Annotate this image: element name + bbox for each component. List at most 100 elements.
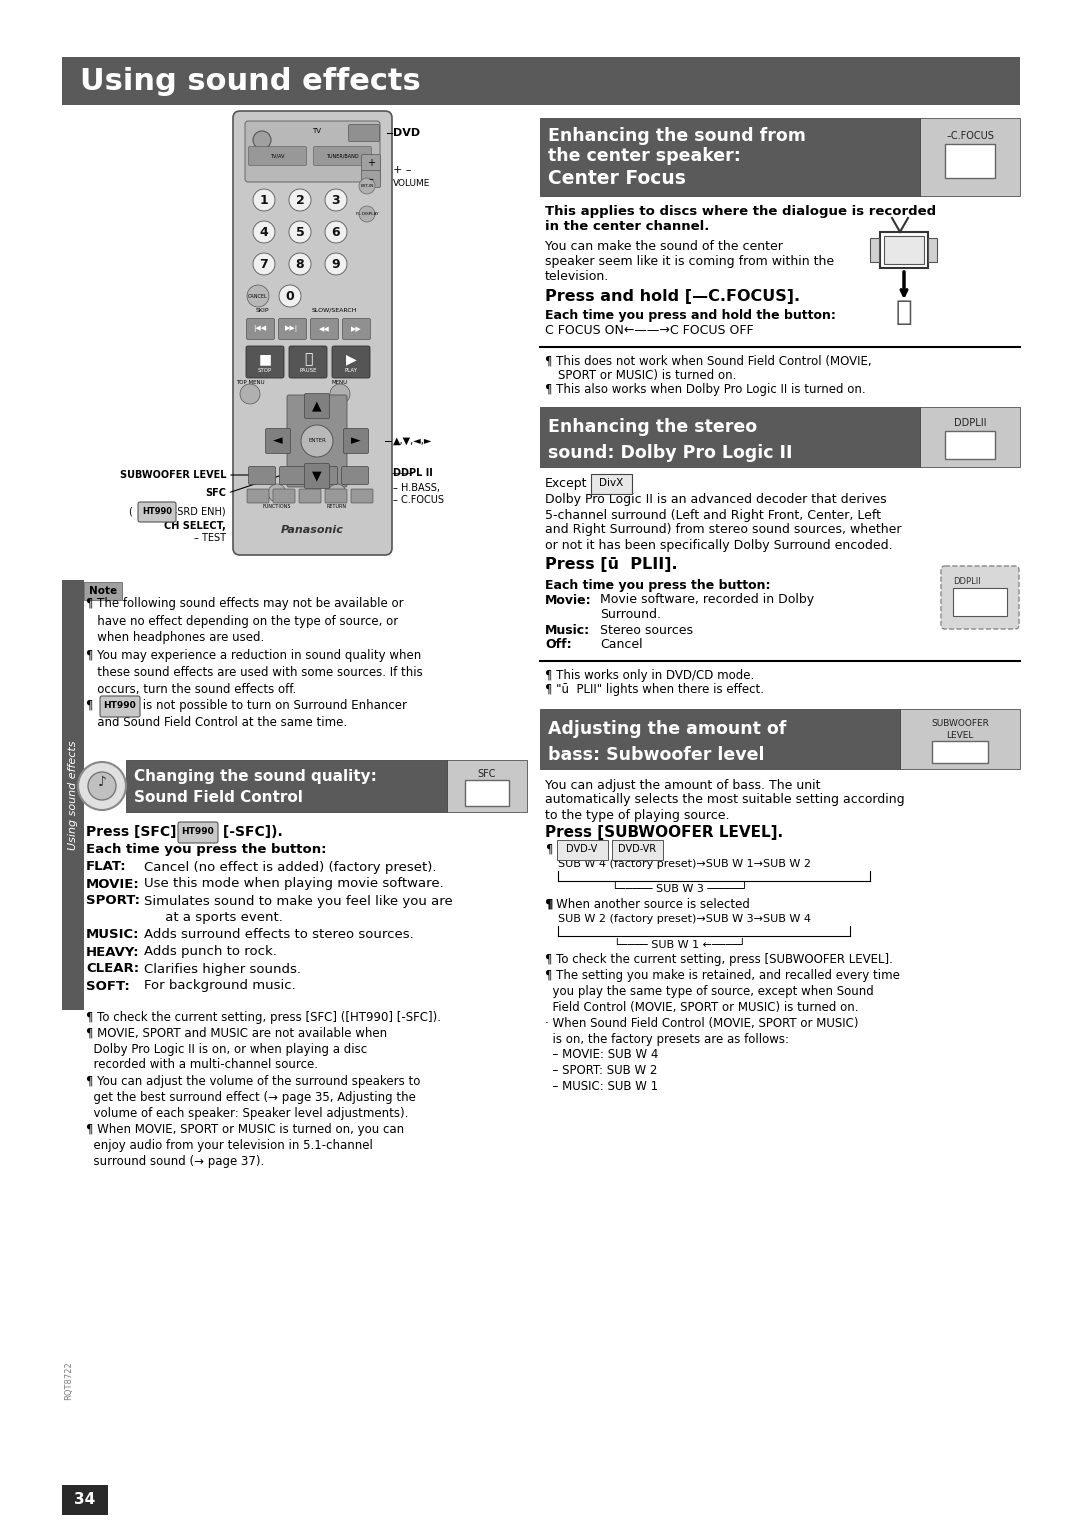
FancyBboxPatch shape — [305, 394, 329, 418]
Text: Adjusting the amount of: Adjusting the amount of — [548, 721, 786, 738]
Text: 🎧: 🎧 — [895, 298, 913, 325]
Text: 0: 0 — [285, 290, 295, 302]
Text: Surround.: Surround. — [600, 608, 661, 621]
Text: Each time you press the button:: Each time you press the button: — [545, 579, 770, 591]
Text: ¶ The setting you make is retained, and recalled every time: ¶ The setting you make is retained, and … — [545, 968, 900, 982]
Text: FL DISPLAY: FL DISPLAY — [355, 212, 378, 215]
Text: ■: ■ — [258, 353, 271, 366]
Text: – MOVIE: SUB W 4: – MOVIE: SUB W 4 — [545, 1049, 659, 1061]
Text: volume of each speaker: Speaker level adjustments).: volume of each speaker: Speaker level ad… — [86, 1107, 408, 1119]
Text: ▶▶|: ▶▶| — [285, 325, 298, 333]
Text: Clarifies higher sounds.: Clarifies higher sounds. — [144, 962, 301, 976]
FancyBboxPatch shape — [311, 467, 337, 484]
Text: RQT8722: RQT8722 — [65, 1361, 73, 1400]
Text: or not it has been specifically Dolby Surround encoded.: or not it has been specifically Dolby Su… — [545, 539, 893, 551]
Text: ♪: ♪ — [97, 776, 107, 789]
Text: HT990: HT990 — [104, 701, 136, 710]
Text: get the best surround effect (→ page 35, Adjusting the: get the best surround effect (→ page 35,… — [86, 1090, 416, 1104]
Text: Cancel (no effect is added) (factory preset).: Cancel (no effect is added) (factory pre… — [144, 861, 436, 873]
Circle shape — [268, 484, 286, 502]
Circle shape — [253, 221, 275, 243]
Text: Each time you press the button:: Each time you press the button: — [86, 843, 326, 857]
Text: ¶ This does not work when Sound Field Control (MOVIE,: ¶ This does not work when Sound Field Co… — [545, 354, 872, 368]
Text: ¶ This also works when Dolby Pro Logic II is turned on.: ¶ This also works when Dolby Pro Logic I… — [545, 383, 866, 397]
Text: Using sound effects: Using sound effects — [68, 741, 78, 849]
Text: This applies to discs where the dialogue is recorded: This applies to discs where the dialogue… — [545, 206, 936, 218]
Text: in the center channel.: in the center channel. — [545, 220, 710, 234]
Text: MENU: MENU — [332, 380, 348, 385]
Circle shape — [240, 383, 260, 405]
Text: Except: Except — [545, 476, 588, 490]
Text: ¶ When MOVIE, SPORT or MUSIC is turned on, you can: ¶ When MOVIE, SPORT or MUSIC is turned o… — [86, 1122, 404, 1136]
FancyBboxPatch shape — [556, 840, 607, 860]
Text: For background music.: For background music. — [144, 979, 296, 993]
Text: FUNCTIONS: FUNCTIONS — [262, 504, 292, 508]
FancyBboxPatch shape — [279, 319, 307, 339]
Text: · When Sound Field Control (MOVIE, SPORT or MUSIC): · When Sound Field Control (MOVIE, SPORT… — [545, 1017, 859, 1029]
Circle shape — [253, 253, 275, 275]
Bar — [945, 431, 995, 460]
Text: at a sports event.: at a sports event. — [144, 912, 283, 924]
Bar — [126, 760, 447, 812]
Text: 4: 4 — [259, 226, 268, 238]
Text: Movie:: Movie: — [545, 594, 592, 606]
Bar — [465, 780, 509, 806]
Text: Note: Note — [89, 586, 117, 596]
FancyBboxPatch shape — [248, 147, 307, 165]
Text: C FOCUS ON←——→C FOCUS OFF: C FOCUS ON←——→C FOCUS OFF — [545, 325, 754, 337]
FancyBboxPatch shape — [248, 467, 275, 484]
Text: Sound Field Control: Sound Field Control — [134, 791, 302, 806]
Text: VOLUME: VOLUME — [393, 180, 430, 188]
Text: ¶ "ū  PLII" lights when there is effect.: ¶ "ū PLII" lights when there is effect. — [545, 684, 764, 696]
Text: ENTER: ENTER — [308, 438, 326, 443]
Circle shape — [289, 253, 311, 275]
Text: ¶ This works only in DVD/CD mode.: ¶ This works only in DVD/CD mode. — [545, 669, 754, 681]
Bar — [447, 760, 527, 812]
Text: MUSIC:: MUSIC: — [86, 928, 139, 942]
Text: CANCEL: CANCEL — [248, 293, 268, 298]
Text: You can adjust the amount of bass. The unit: You can adjust the amount of bass. The u… — [545, 779, 821, 791]
Text: PAUSE: PAUSE — [299, 368, 316, 374]
Text: Dolby Pro Logic II is an advanced decoder that derives: Dolby Pro Logic II is an advanced decode… — [545, 493, 887, 507]
Text: HT990: HT990 — [141, 507, 172, 516]
Text: DVD: DVD — [393, 128, 420, 137]
Text: you play the same type of source, except when Sound: you play the same type of source, except… — [545, 985, 874, 997]
Text: is on, the factory presets are as follows:: is on, the factory presets are as follow… — [545, 1032, 789, 1046]
Text: TUNER/BAND: TUNER/BAND — [326, 154, 359, 159]
FancyBboxPatch shape — [343, 429, 368, 454]
Circle shape — [87, 773, 116, 800]
Text: – MUSIC: SUB W 1: – MUSIC: SUB W 1 — [545, 1081, 658, 1093]
Text: Enhancing the stereo: Enhancing the stereo — [548, 418, 757, 437]
FancyBboxPatch shape — [941, 567, 1020, 629]
Bar — [945, 144, 995, 179]
Text: 9: 9 — [332, 258, 340, 270]
Text: + –: + – — [393, 165, 411, 176]
Text: – SPORT: SUB W 2: – SPORT: SUB W 2 — [545, 1064, 658, 1078]
Circle shape — [253, 131, 271, 150]
Text: ▶: ▶ — [346, 353, 356, 366]
Text: to the type of playing source.: to the type of playing source. — [545, 808, 729, 822]
Circle shape — [253, 189, 275, 211]
FancyBboxPatch shape — [299, 489, 321, 502]
Text: Field Control (MOVIE, SPORT or MUSIC) is turned on.: Field Control (MOVIE, SPORT or MUSIC) is… — [545, 1000, 859, 1014]
Text: Dolby Pro Logic II is on, or when playing a disc: Dolby Pro Logic II is on, or when playin… — [86, 1043, 367, 1055]
FancyBboxPatch shape — [351, 489, 373, 502]
Text: +: + — [367, 157, 375, 168]
Bar — [932, 741, 988, 764]
Text: FLAT:: FLAT: — [86, 861, 126, 873]
FancyBboxPatch shape — [138, 502, 176, 522]
Bar — [900, 709, 1020, 770]
Text: –C.FOCUS: –C.FOCUS — [946, 131, 994, 140]
Text: Press [ū  PLII].: Press [ū PLII]. — [545, 557, 677, 573]
FancyBboxPatch shape — [245, 121, 380, 182]
Bar — [62, 580, 84, 1009]
Text: enjoy audio from your television in 5.1-channel: enjoy audio from your television in 5.1-… — [86, 1139, 373, 1151]
Circle shape — [359, 206, 375, 221]
Text: MOVIE:: MOVIE: — [86, 878, 139, 890]
Text: TV/AV: TV/AV — [270, 154, 284, 159]
Text: DivX: DivX — [599, 478, 623, 489]
Bar — [928, 238, 937, 263]
Text: SPORT:: SPORT: — [86, 895, 140, 907]
Text: TV: TV — [312, 128, 322, 134]
Text: – H.BASS,: – H.BASS, — [393, 483, 440, 493]
